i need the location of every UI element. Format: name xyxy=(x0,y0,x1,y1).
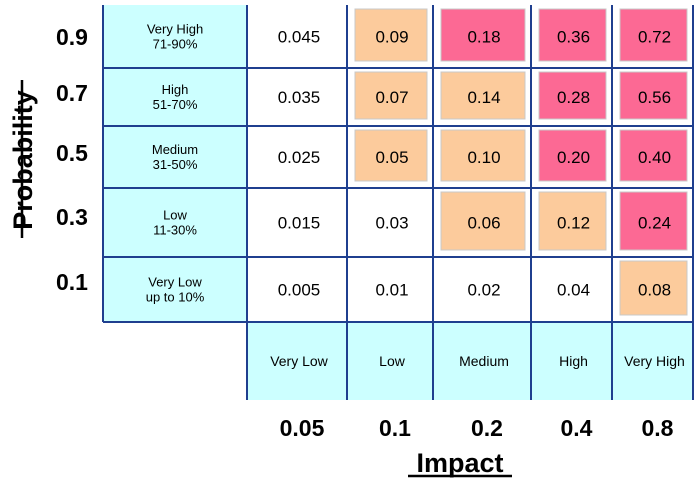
risk-cell-value: 0.015 xyxy=(278,214,321,233)
risk-cell-4-2 xyxy=(434,258,530,321)
risk-cell-value: 0.01 xyxy=(375,281,408,300)
probability-category-label: Medium xyxy=(152,142,198,157)
risk-cell-value: 0.045 xyxy=(278,28,321,47)
impact-value-label: 0.4 xyxy=(561,415,593,441)
risk-cell-0-0 xyxy=(248,6,346,67)
risk-cell-2-1 xyxy=(354,129,428,182)
risk-cell-value: 0.07 xyxy=(375,88,408,107)
probability-label-column xyxy=(103,5,247,322)
risk-cell-3-3 xyxy=(538,191,607,251)
impact-category-label: Very High xyxy=(624,353,685,369)
probability-value-label: 0.7 xyxy=(56,80,88,106)
risk-cell-value: 0.28 xyxy=(557,88,590,107)
probability-category-label: Very Low xyxy=(148,275,202,290)
probability-value-label: 0.1 xyxy=(56,269,88,295)
probability-value-label: 0.9 xyxy=(56,24,88,50)
impact-value-label: 0.05 xyxy=(280,415,325,441)
risk-cell-4-3 xyxy=(532,258,611,321)
risk-cell-value: 0.06 xyxy=(467,214,500,233)
impact-value-label: 0.1 xyxy=(379,415,411,441)
risk-cell-value: 0.04 xyxy=(557,281,590,300)
risk-cell-value: 0.03 xyxy=(375,214,408,233)
risk-cell-value: 0.10 xyxy=(467,148,500,167)
risk-cell-1-2 xyxy=(440,71,526,120)
impact-label-row xyxy=(247,322,693,400)
risk-cell-0-3 xyxy=(538,8,607,62)
probability-range-label: 71-90% xyxy=(153,37,198,52)
impact-category-label: Low xyxy=(379,353,406,369)
risk-cell-value: 0.56 xyxy=(638,88,671,107)
risk-cell-value: 0.72 xyxy=(638,28,671,47)
risk-cell-3-4 xyxy=(619,191,688,251)
impact-value-label: 0.2 xyxy=(471,415,503,441)
risk-cell-0-2 xyxy=(440,8,526,62)
risk-cell-value: 0.14 xyxy=(467,88,500,107)
x-axis-label: Impact xyxy=(416,448,503,478)
probability-range-label: 11-30% xyxy=(153,223,197,238)
risk-cell-value: 0.005 xyxy=(278,281,321,300)
risk-cell-value: 0.05 xyxy=(375,148,408,167)
risk-cell-3-2 xyxy=(440,191,526,251)
impact-value-label: 0.8 xyxy=(642,415,674,441)
risk-cell-value: 0.09 xyxy=(375,28,408,47)
risk-cell-3-0 xyxy=(248,189,346,256)
probability-range-label: 51-70% xyxy=(153,97,198,112)
risk-cell-value: 0.02 xyxy=(467,281,500,300)
risk-cell-2-3 xyxy=(538,129,607,182)
probability-range-label: up to 10% xyxy=(146,290,205,305)
risk-cell-value: 0.025 xyxy=(278,148,321,167)
risk-cell-1-0 xyxy=(248,69,346,125)
risk-cell-value: 0.12 xyxy=(557,214,590,233)
probability-range-label: 31-50% xyxy=(153,157,198,172)
risk-cell-1-4 xyxy=(619,71,688,120)
probability-value-label: 0.3 xyxy=(56,204,88,230)
risk-cell-0-4 xyxy=(619,8,688,62)
risk-cell-2-4 xyxy=(619,129,688,182)
risk-cell-value: 0.24 xyxy=(638,214,671,233)
risk-cell-1-3 xyxy=(538,71,607,120)
risk-cell-4-4 xyxy=(619,260,688,316)
risk-cell-2-0 xyxy=(248,127,346,187)
risk-cell-value: 0.36 xyxy=(557,28,590,47)
impact-category-label: High xyxy=(559,353,588,369)
risk-cell-value: 0.20 xyxy=(557,148,590,167)
risk-cell-value: 0.40 xyxy=(638,148,671,167)
risk-cell-value: 0.035 xyxy=(278,88,321,107)
probability-category-label: Low xyxy=(163,208,187,223)
risk-cell-2-2 xyxy=(440,129,526,182)
probability-value-label: 0.5 xyxy=(56,140,88,166)
risk-cell-0-1 xyxy=(354,8,428,62)
risk-cell-4-1 xyxy=(348,258,432,321)
probability-category-label: Very High xyxy=(147,22,203,37)
probability-category-label: High xyxy=(162,82,189,97)
risk-cell-4-0 xyxy=(248,258,346,321)
impact-category-label: Medium xyxy=(459,353,509,369)
risk-cell-3-1 xyxy=(348,189,432,256)
risk-cell-1-1 xyxy=(354,71,428,120)
impact-category-label: Very Low xyxy=(270,353,328,369)
risk-cell-value: 0.08 xyxy=(638,281,671,300)
risk-cell-value: 0.18 xyxy=(467,28,500,47)
